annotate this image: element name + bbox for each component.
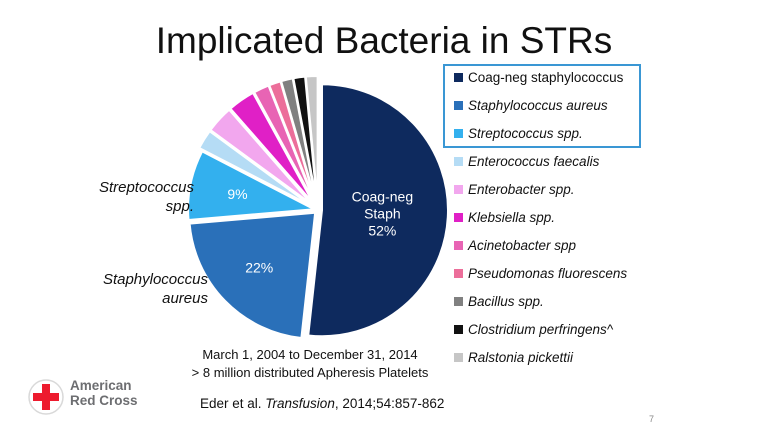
pie-label-staphylococcus-aureus-1: 22% [245,259,273,275]
legend-item-enterobacter-spp: Enterobacter spp. [454,182,575,200]
slide-title: Implicated Bacteria in STRs [155,20,613,61]
pie-slice-enterobacter-spp [209,108,313,206]
legend-swatch [454,297,463,306]
pie-label-streptococcus-spp-1: 9% [227,186,247,202]
citation: Eder et al. Transfusion, 2014;54:857-862 [200,396,444,411]
legend-label: Coag-neg staphylococcus [468,70,624,85]
red-cross-icon [28,379,64,415]
legend-label: Staphylococcus aureus [468,98,608,113]
aureus-side-label-line2: aureus [162,290,208,307]
legend-item-enterococcus-faecalis: Enterococcus faecalis [454,154,599,172]
aureus-side-label-line1: Staphylococcus [102,271,208,288]
legend-label: Bacillus spp. [468,294,544,309]
legend-swatch [454,129,463,138]
legend-item-staphylococcus-aureus: Staphylococcus aureus [454,98,608,116]
legend-item-coag-neg-staphylococcus: Coag-neg staphylococcus [454,70,623,88]
date-range-text: March 1, 2004 to December 31, 2014 [202,347,418,362]
legend-swatch [454,101,463,110]
legend-item-pseudomonas-fluorescens: Pseudomonas fluorescens [454,266,627,284]
logo-text-line2: Red Cross [70,393,138,408]
pie-slice-enterococcus-faecalis [197,129,312,207]
legend-item-klebsiella-spp: Klebsiella spp. [454,210,555,228]
pie-slice-streptococcus-spp [187,150,318,222]
strep-side-label: Streptococcus spp. [70,178,194,216]
legend-swatch [454,269,463,278]
legend-label: Streptococcus spp. [468,126,583,141]
legend-label: Ralstonia pickettii [468,350,574,365]
red-cross-logo-text: American Red Cross [70,378,138,408]
aureus-side-label: Staphylococcus aureus [70,270,208,308]
logo-text-line1: American [70,378,132,393]
legend-item-ralstonia-pickettii: Ralstonia pickettii [454,350,573,368]
legend-label: Clostridium perfringens^ [468,322,614,337]
legend-swatch [454,73,463,82]
citation-rest: , 2014;54:857-862 [334,396,445,411]
legend-swatch [454,325,463,334]
pie-label-coag-neg-staphylococcus-1: Coag-neg [352,189,414,205]
legend-swatch [454,241,463,250]
legend-swatch [454,353,463,362]
legend-label: Enterococcus faecalis [468,154,600,169]
strep-side-label-line2: spp. [165,198,194,215]
platelets-count-text: > 8 million distributed Apheresis Platel… [191,365,429,380]
citation-authors: Eder et al. [200,396,266,411]
legend-highlight-box [443,64,641,148]
pie-slice-coag-neg-staphylococcus [307,83,449,338]
citation-journal: Transfusion [265,396,335,411]
pie-slice-ralstonia-pickettii [304,75,319,203]
legend-label: Klebsiella spp. [468,210,556,225]
page-number: 7 [649,414,655,424]
pie-slice-staphylococcus-aureus [188,211,317,340]
legend-item-acinetobacter-spp: Acinetobacter spp [454,238,576,256]
legend-swatch [454,213,463,222]
legend-label: Enterobacter spp. [468,182,575,197]
legend-item-clostridium-perfringens: Clostridium perfringens^ [454,322,613,340]
legend-label: Acinetobacter spp [468,238,577,253]
pie-slice-klebsiella-spp [229,91,315,205]
pie-label-coag-neg-staphylococcus-2: Staph [364,206,401,222]
strep-side-label-line1: Streptococcus [98,179,194,196]
legend-swatch [454,157,463,166]
legend-label: Pseudomonas fluorescens [468,266,628,281]
legend-item-streptococcus-spp: Streptococcus spp. [454,126,583,144]
pie-label-coag-neg-staphylococcus-3: 52% [368,223,396,239]
legend-item-bacillus-spp: Bacillus spp. [454,294,544,312]
legend-swatch [454,185,463,194]
